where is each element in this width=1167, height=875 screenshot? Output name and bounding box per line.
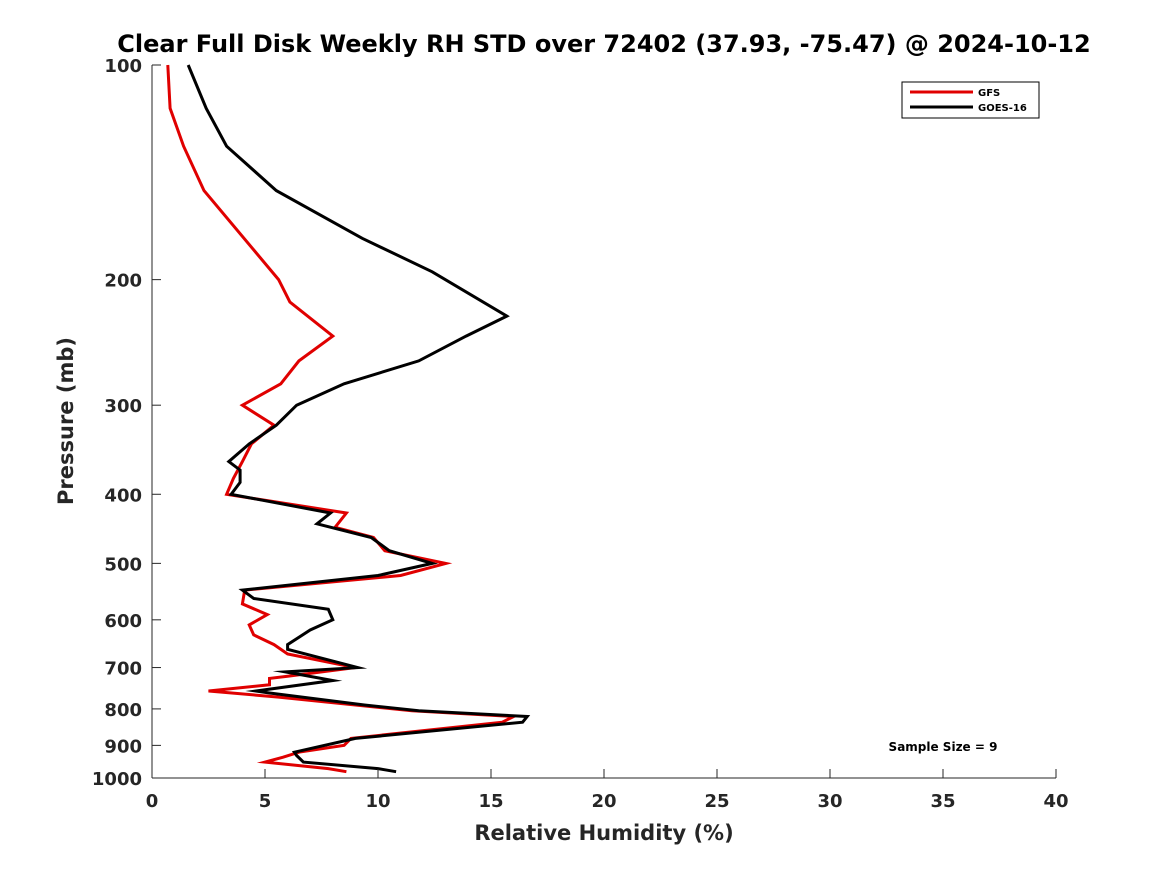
legend: GFS GOES-16 [901, 81, 1040, 119]
series-line-gfs [166, 64, 520, 774]
x-tick-label: 0 [146, 791, 159, 812]
y-tick-label: 700 [104, 659, 142, 680]
tick-labels: 0 5 10 15 20 25 30 35 40 100 200 300 400 500 600 700 800… [92, 56, 1069, 812]
legend-label-gfs: GFS [978, 88, 1000, 99]
y-tick-label: 900 [104, 736, 142, 757]
x-tick-label: 5 [259, 791, 272, 812]
series-line-goes16 [186, 64, 531, 774]
axes [151, 64, 1057, 779]
y-tick-label: 1000 [92, 769, 142, 790]
x-tick-label: 25 [704, 791, 729, 812]
y-tick-label: 300 [104, 396, 142, 417]
y-axis-label: Pressure (mb) [54, 337, 78, 505]
x-tick-label: 30 [817, 791, 842, 812]
y-tick-label: 800 [104, 700, 142, 721]
y-tick-label: 500 [104, 554, 142, 575]
plot-area [166, 64, 531, 774]
sample-size-annotation: Sample Size = 9 [889, 740, 998, 754]
x-tick-label: 15 [478, 791, 503, 812]
legend-box [901, 81, 1040, 119]
legend-label-goes16: GOES-16 [978, 103, 1027, 114]
chart-title: Clear Full Disk Weekly RH STD over 72402… [117, 30, 1090, 58]
x-tick-label: 10 [365, 791, 390, 812]
x-tick-label: 40 [1043, 791, 1068, 812]
y-tick-label: 100 [104, 56, 142, 77]
x-tick-label: 35 [930, 791, 955, 812]
x-tick-label: 20 [591, 791, 616, 812]
y-tick-label: 400 [104, 485, 142, 506]
x-axis-label: Relative Humidity (%) [474, 821, 733, 845]
y-tick-label: 600 [104, 611, 142, 632]
y-tick-label: 200 [104, 271, 142, 292]
